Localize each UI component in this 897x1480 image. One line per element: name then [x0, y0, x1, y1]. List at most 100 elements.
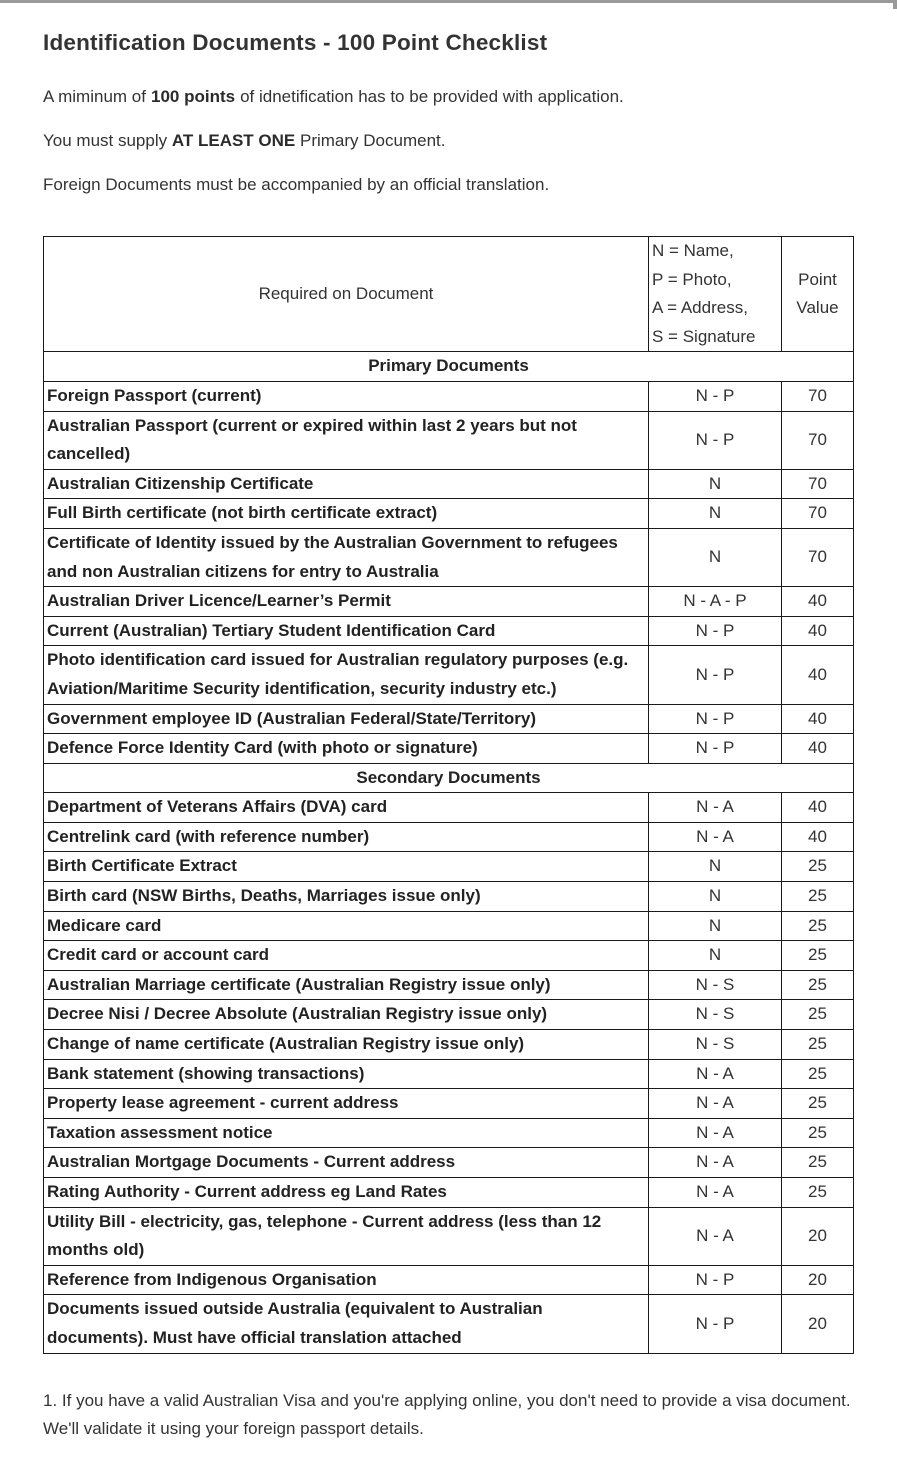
point-value-cell: 40 [781, 586, 854, 617]
point-value-cell: 25 [781, 1117, 854, 1149]
point-value-cell: 40 [781, 821, 854, 853]
point-value-cell: 40 [781, 645, 854, 705]
required-on-document-cell: N - A [648, 821, 782, 853]
document-name-cell: Property lease agreement - current addre… [43, 1088, 649, 1119]
table-row: Credit card or account card N 25 [43, 940, 854, 971]
point-value-cell: 25 [781, 1029, 854, 1060]
required-on-document-cell: N - A [648, 1177, 782, 1208]
document-name-cell: Australian Mortgage Documents - Current … [43, 1147, 649, 1178]
required-on-document-cell: N [648, 468, 782, 500]
document-name-cell: Utility Bill - electricity, gas, telepho… [43, 1206, 649, 1266]
point-value-cell: 20 [781, 1264, 854, 1296]
table-row: Department of Veterans Affairs (DVA) car… [43, 792, 854, 823]
intro-bold-100-points: 100 points [150, 87, 236, 106]
point-value-cell: 70 [781, 527, 854, 588]
document-name-cell: Decree Nisi / Decree Absolute (Australia… [43, 999, 649, 1031]
point-value-cell: 70 [781, 380, 854, 412]
page-title: Identification Documents - 100 Point Che… [43, 30, 548, 55]
required-on-document-cell: N - A [648, 1088, 782, 1119]
table-row: Reference from Indigenous Organisation N … [43, 1264, 854, 1296]
point-value-cell: 40 [781, 703, 854, 735]
table-row: Full Birth certificate (not birth certif… [43, 498, 854, 529]
required-on-document-cell: N [648, 881, 782, 912]
document-name-cell: Foreign Passport (current) [43, 380, 649, 412]
required-on-document-cell: N - S [648, 969, 782, 1001]
required-on-document-cell: N - P [648, 410, 782, 470]
required-on-document-cell: N - P [648, 1294, 782, 1354]
section-title: Secondary Documents [43, 762, 854, 794]
document-name-cell: Documents issued outside Australia (equi… [43, 1294, 649, 1354]
required-on-document-cell: N [648, 527, 782, 588]
document-name-cell: Bank statement (showing transactions) [43, 1058, 649, 1090]
point-value-cell: 70 [781, 468, 854, 500]
section-header-row: Primary Documents [43, 351, 854, 382]
table-row: Australian Marriage certificate (Austral… [43, 969, 854, 1001]
required-on-document-cell: N - A [648, 1058, 782, 1090]
table-row: Australian Citizenship Certificate N 70 [43, 468, 854, 500]
point-value-cell: 25 [781, 999, 854, 1031]
intro-text: A miminum of [43, 87, 146, 106]
checklist-table: Required on Document N = Name, P = Photo… [43, 235, 854, 1354]
intro-text: You must supply [43, 131, 172, 150]
table-row: Decree Nisi / Decree Absolute (Australia… [43, 999, 854, 1031]
required-on-document-cell: N - A [648, 1206, 782, 1266]
header-legend: N = Name, P = Photo, A = Address, S = Si… [648, 235, 782, 353]
table-row: Documents issued outside Australia (equi… [43, 1294, 854, 1354]
table-row: Defence Force Identity Card (with photo … [43, 733, 854, 764]
document-name-cell: Change of name certificate (Australian R… [43, 1029, 649, 1060]
table-row: Rating Authority - Current address eg La… [43, 1177, 854, 1208]
point-value-cell: 25 [781, 1177, 854, 1208]
table-row: Medicare card N 25 [43, 910, 854, 942]
table-row: Taxation assessment notice N - A 25 [43, 1117, 854, 1149]
table-row: Property lease agreement - current addre… [43, 1088, 854, 1119]
table-row: Birth Certificate Extract N 25 [43, 851, 854, 883]
table-row: Foreign Passport (current) N - P 70 [43, 380, 854, 412]
point-value-cell: 25 [781, 1058, 854, 1090]
point-value-cell: 25 [781, 910, 854, 942]
document-name-cell: Australian Driver Licence/Learner’s Perm… [43, 586, 649, 617]
required-on-document-cell: N - P [648, 645, 782, 705]
point-value-cell: 25 [781, 969, 854, 1001]
point-value-cell: 25 [781, 940, 854, 971]
document-name-cell: Australian Citizenship Certificate [43, 468, 649, 500]
point-value-cell: 25 [781, 1088, 854, 1119]
intro-primary-document: You must supply AT LEAST ONE Primary Doc… [43, 128, 853, 153]
document-name-cell: Medicare card [43, 910, 649, 942]
table-row: Bank statement (showing transactions) N -… [43, 1058, 854, 1090]
table-row: Photo identification card issued for Aus… [43, 645, 854, 705]
point-value-cell: 40 [781, 733, 854, 764]
document-name-cell: Credit card or account card [43, 940, 649, 971]
point-value-cell: 40 [781, 615, 854, 647]
top-border-corner [893, 0, 897, 9]
required-on-document-cell: N - A [648, 1117, 782, 1149]
point-value-cell: 20 [781, 1294, 854, 1354]
point-value-cell: 25 [781, 881, 854, 912]
table-row: Government employee ID (Australian Feder… [43, 703, 854, 735]
document-name-cell: Defence Force Identity Card (with photo … [43, 733, 649, 764]
required-on-document-cell: N - P [648, 733, 782, 764]
header-required-on-document: Required on Document [43, 235, 649, 353]
required-on-document-cell: N - S [648, 999, 782, 1031]
point-value-cell: 25 [781, 851, 854, 883]
document-name-cell: Rating Authority - Current address eg La… [43, 1177, 649, 1208]
intro-text: Primary Document. [295, 131, 446, 150]
point-value-cell: 70 [781, 410, 854, 470]
document-name-cell: Department of Veterans Affairs (DVA) car… [43, 792, 649, 823]
document-name-cell: Government employee ID (Australian Feder… [43, 703, 649, 735]
document-name-cell: Certificate of Identity issued by the Au… [43, 527, 649, 588]
document-name-cell: Full Birth certificate (not birth certif… [43, 498, 649, 529]
required-on-document-cell: N [648, 940, 782, 971]
table-row: Change of name certificate (Australian R… [43, 1029, 854, 1060]
required-on-document-cell: N [648, 851, 782, 883]
intro-foreign-documents: Foreign Documents must be accompanied by… [43, 175, 550, 194]
document-name-cell: Birth card (NSW Births, Deaths, Marriage… [43, 881, 649, 912]
top-border-line [0, 0, 897, 3]
point-value-cell: 25 [781, 1147, 854, 1178]
document-name-cell: Current (Australian) Tertiary Student Id… [43, 615, 649, 647]
header-point-value: Point Value [781, 235, 854, 353]
table-row: Current (Australian) Tertiary Student Id… [43, 615, 854, 647]
document-name-cell: Birth Certificate Extract [43, 851, 649, 883]
required-on-document-cell: N - A - P [648, 586, 782, 617]
table-header-row: Required on Document N = Name, P = Photo… [43, 235, 854, 353]
